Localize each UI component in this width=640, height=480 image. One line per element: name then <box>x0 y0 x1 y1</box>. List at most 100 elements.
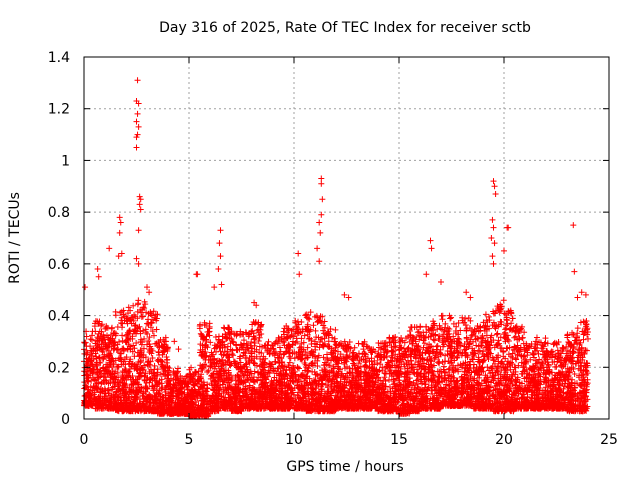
data-point-band <box>116 386 123 393</box>
data-point-band <box>115 394 122 401</box>
data-point-band <box>87 343 94 350</box>
data-point-band <box>110 375 117 382</box>
data-point-band <box>105 350 112 357</box>
data-point-band <box>95 320 102 327</box>
data-point-band <box>102 374 109 381</box>
data-point-band <box>93 400 100 407</box>
data-point-band <box>115 381 122 388</box>
data-point-band <box>142 326 149 333</box>
data-point-band <box>109 371 116 378</box>
data-point-band <box>83 355 90 362</box>
data-point-band <box>254 369 261 376</box>
data-point-band <box>92 350 99 357</box>
data-point-band <box>106 364 113 371</box>
data-point-band <box>332 326 339 333</box>
data-point-band <box>98 340 105 347</box>
data-point-band <box>386 376 393 383</box>
data-point-band <box>126 368 133 375</box>
data-point-band <box>82 382 89 389</box>
data-point-band <box>90 347 97 354</box>
data-point-band <box>119 373 126 380</box>
data-point-band <box>84 377 91 384</box>
data-point-band <box>88 352 95 359</box>
data-point-band <box>104 397 111 404</box>
data-point-band <box>108 343 115 350</box>
data-point-band <box>108 354 115 361</box>
data-point-band <box>81 340 88 347</box>
data-point-band <box>265 338 272 345</box>
data-point-band <box>113 346 120 353</box>
data-point-band <box>95 354 102 361</box>
data-point-band <box>99 348 106 355</box>
data-point-band <box>105 340 112 347</box>
data-point-band <box>119 368 126 375</box>
data-point-band <box>87 336 94 343</box>
data-point-band <box>102 325 109 332</box>
data-point-band <box>130 302 137 309</box>
data-point-band <box>104 387 111 394</box>
data-point-band <box>114 401 121 408</box>
data-point-band <box>325 338 332 345</box>
data-point-band <box>105 334 112 341</box>
data-point-band <box>312 327 319 334</box>
data-point-band <box>118 350 125 357</box>
data-point-band <box>256 334 263 341</box>
data-point-band <box>91 389 98 396</box>
data-point-band <box>434 342 441 349</box>
data-point-band <box>221 325 228 332</box>
data-point-band <box>116 338 123 345</box>
data-point-band <box>113 389 120 396</box>
data-point-band <box>119 337 126 344</box>
data-point-band <box>110 361 117 368</box>
data-point-band <box>108 325 115 332</box>
data-point-band <box>114 404 121 411</box>
data-point-band <box>93 385 100 392</box>
data-point-band <box>96 337 103 344</box>
data-point-band <box>85 386 92 393</box>
data-point-band <box>109 335 116 342</box>
chart-title: Day 316 of 2025, Rate Of TEC Index for r… <box>159 20 531 36</box>
data-point-band <box>112 357 119 364</box>
data-point-band <box>121 381 128 388</box>
data-point-band <box>83 383 90 390</box>
data-point-band <box>113 404 120 411</box>
data-point-band <box>240 337 247 344</box>
data-point-band <box>103 361 110 368</box>
data-point-band <box>150 332 157 339</box>
data-point-band <box>87 399 94 406</box>
data-point-band <box>251 320 258 327</box>
data-point-band <box>94 344 101 351</box>
data-point-band <box>85 374 92 381</box>
data-point-band <box>112 332 119 339</box>
data-point-band <box>108 386 115 393</box>
data-point-band <box>86 393 93 400</box>
data-point-band <box>112 312 119 319</box>
data-point-band <box>118 320 125 327</box>
data-point-band <box>93 383 100 390</box>
data-point-band <box>88 336 95 343</box>
data-point-band <box>220 324 227 331</box>
data-point-band <box>102 343 109 350</box>
data-point-band <box>96 393 103 400</box>
data-point-band <box>115 374 122 381</box>
data-point-band <box>88 347 95 354</box>
data-point-band <box>93 369 100 376</box>
data-point-band <box>98 328 105 335</box>
data-point-band <box>114 363 121 370</box>
data-point-band <box>326 362 333 369</box>
data-point-band <box>93 359 100 366</box>
data-point-band <box>99 388 106 395</box>
data-point-band <box>351 344 358 351</box>
data-point-band <box>119 332 126 339</box>
data-point-band <box>83 333 90 340</box>
data-point-band <box>310 322 317 329</box>
data-point-band <box>116 350 123 357</box>
data-point-band <box>86 390 93 397</box>
data-point-band <box>102 404 109 411</box>
data-point-band <box>92 396 99 403</box>
data-point-band <box>151 362 158 369</box>
data-points <box>81 77 591 420</box>
data-point-band <box>109 355 116 362</box>
data-point-band <box>103 353 110 360</box>
